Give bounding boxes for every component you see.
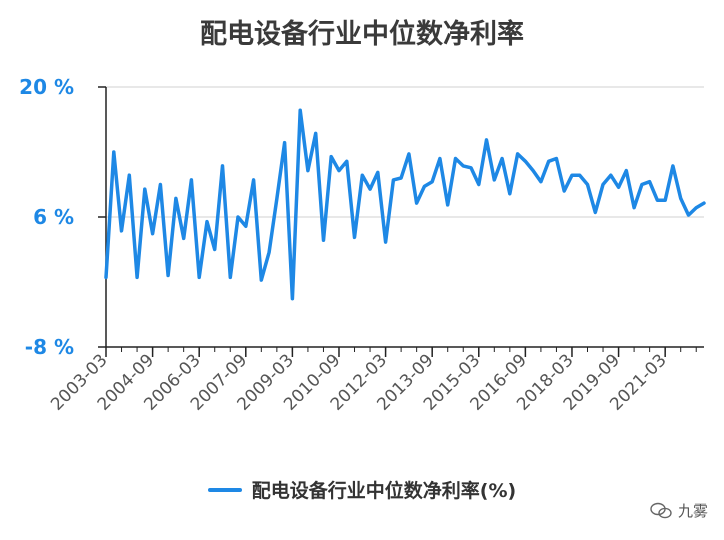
legend-swatch xyxy=(207,487,242,492)
series-line xyxy=(104,108,706,301)
x-axis: 2003-032004-092006-032007-092009-032010-… xyxy=(47,87,704,415)
y-tick-label: 20 % xyxy=(19,75,74,99)
wechat-icon xyxy=(650,502,672,518)
legend: 配电设备行业中位数净利率(%) xyxy=(0,476,724,503)
legend-label: 配电设备行业中位数净利率(%) xyxy=(251,480,517,502)
y-tick-label: -8 % xyxy=(25,335,74,359)
series-group xyxy=(104,108,706,301)
watermark: 九雾 xyxy=(650,500,708,521)
chart-title: 配电设备行业中位数净利率 xyxy=(200,19,524,50)
grid-lines xyxy=(106,86,704,218)
y-axis-ticks: -8 % 6 % 20 % xyxy=(19,75,106,359)
watermark-text: 九雾 xyxy=(677,502,708,520)
y-tick-label: 6 % xyxy=(33,205,74,229)
